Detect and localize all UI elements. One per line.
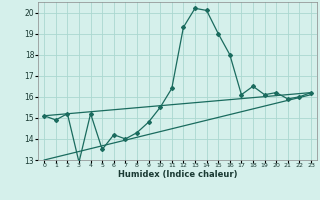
X-axis label: Humidex (Indice chaleur): Humidex (Indice chaleur) (118, 170, 237, 179)
